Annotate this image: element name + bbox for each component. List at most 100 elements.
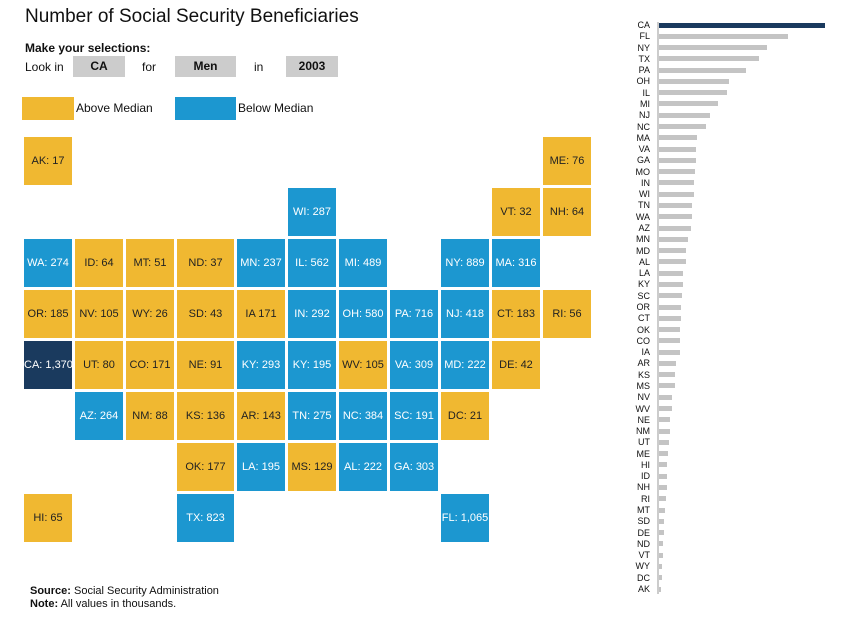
state-tile[interactable]: KY: 195	[288, 341, 336, 389]
bar-me[interactable]	[659, 451, 669, 457]
state-tile[interactable]: NH: 64	[543, 188, 591, 236]
bar-oh[interactable]	[659, 78, 730, 84]
state-select[interactable]: CA	[73, 56, 125, 77]
bar-ct[interactable]	[659, 315, 682, 321]
state-tile[interactable]: OH: 580	[339, 290, 387, 338]
bar-nd[interactable]	[659, 541, 664, 547]
state-tile[interactable]: MT: 51	[126, 239, 174, 287]
bar-fl[interactable]	[659, 33, 789, 39]
bar-sc[interactable]	[659, 293, 683, 299]
bar-mi[interactable]	[659, 101, 719, 107]
bar-ne[interactable]	[659, 417, 671, 423]
bar-nc[interactable]	[659, 124, 706, 130]
state-tile[interactable]: DE: 42	[492, 341, 540, 389]
year-select[interactable]: 2003	[286, 56, 338, 77]
state-tile[interactable]: MD: 222	[441, 341, 489, 389]
state-tile[interactable]: TN: 275	[288, 392, 336, 440]
state-tile[interactable]: LA: 195	[237, 443, 285, 491]
state-tile[interactable]: IL: 562	[288, 239, 336, 287]
bar-wi[interactable]	[659, 191, 694, 197]
state-tile[interactable]: MI: 489	[339, 239, 387, 287]
bar-dc[interactable]	[659, 575, 662, 581]
bar-va[interactable]	[659, 146, 697, 152]
state-tile[interactable]: MS: 129	[288, 443, 336, 491]
bar-tx[interactable]	[659, 56, 759, 62]
state-tile[interactable]: ID: 64	[75, 239, 123, 287]
state-tile[interactable]: OR: 185	[24, 290, 72, 338]
bar-il[interactable]	[659, 90, 728, 96]
bar-nv[interactable]	[659, 394, 672, 400]
bar-wa[interactable]	[659, 214, 693, 220]
bar-ma[interactable]	[659, 135, 698, 141]
bar-ca[interactable]	[659, 22, 825, 28]
state-tile[interactable]: IN: 292	[288, 290, 336, 338]
state-tile[interactable]: WV: 105	[339, 341, 387, 389]
state-tile[interactable]: WY: 26	[126, 290, 174, 338]
bar-mn[interactable]	[659, 236, 688, 242]
state-tile[interactable]: AR: 143	[237, 392, 285, 440]
bar-vt[interactable]	[659, 552, 663, 558]
bar-ks[interactable]	[659, 372, 676, 378]
state-tile[interactable]: DC: 21	[441, 392, 489, 440]
state-tile[interactable]: ND: 37	[177, 239, 234, 287]
bar-wv[interactable]	[659, 406, 672, 412]
bar-ak[interactable]	[659, 586, 662, 592]
bar-id[interactable]	[659, 473, 667, 479]
state-tile[interactable]: WA: 274	[24, 239, 72, 287]
state-tile[interactable]: IA 171	[237, 290, 285, 338]
bar-wy[interactable]	[659, 563, 663, 569]
bar-ms[interactable]	[659, 383, 675, 389]
bar-co[interactable]	[659, 338, 680, 344]
state-tile[interactable]: NY: 889	[441, 239, 489, 287]
state-tile[interactable]: HI: 65	[24, 494, 72, 542]
state-tile[interactable]: CA: 1,370	[24, 341, 73, 389]
state-tile[interactable]: PA: 716	[390, 290, 438, 338]
bar-ut[interactable]	[659, 439, 669, 445]
state-tile[interactable]: VT: 32	[492, 188, 540, 236]
bar-ar[interactable]	[659, 360, 677, 366]
state-tile[interactable]: UT: 80	[75, 341, 123, 389]
bar-or[interactable]	[659, 304, 682, 310]
state-tile[interactable]: SD: 43	[177, 290, 234, 338]
state-tile[interactable]: NC: 384	[339, 392, 387, 440]
state-tile[interactable]: MA: 316	[492, 239, 540, 287]
state-tile[interactable]: GA: 303	[390, 443, 438, 491]
bar-sd[interactable]	[659, 518, 665, 524]
bar-md[interactable]	[659, 248, 686, 254]
state-tile[interactable]: AL: 222	[339, 443, 387, 491]
state-tile[interactable]: KY: 293	[237, 341, 285, 389]
state-tile[interactable]: SC: 191	[390, 392, 438, 440]
state-tile[interactable]: AK: 17	[24, 137, 72, 185]
state-tile[interactable]: NJ: 418	[441, 290, 489, 338]
bar-nm[interactable]	[659, 428, 670, 434]
state-tile[interactable]: OK: 177	[177, 443, 234, 491]
bar-ga[interactable]	[659, 157, 696, 163]
bar-mt[interactable]	[659, 507, 666, 513]
state-tile[interactable]: WI: 287	[288, 188, 336, 236]
bar-az[interactable]	[659, 225, 691, 231]
state-tile[interactable]: VA: 309	[390, 341, 438, 389]
bar-ky[interactable]	[659, 281, 683, 287]
group-select[interactable]: Men	[175, 56, 236, 77]
state-tile[interactable]: TX: 823	[177, 494, 234, 542]
bar-al[interactable]	[659, 259, 686, 265]
state-tile[interactable]: RI: 56	[543, 290, 591, 338]
bar-nh[interactable]	[659, 484, 667, 490]
state-tile[interactable]: NM: 88	[126, 392, 174, 440]
bar-tn[interactable]	[659, 202, 693, 208]
state-tile[interactable]: NV: 105	[75, 290, 123, 338]
bar-la[interactable]	[659, 270, 683, 276]
state-tile[interactable]: FL: 1,065	[441, 494, 489, 542]
bar-ok[interactable]	[659, 327, 681, 333]
state-tile[interactable]: CT: 183	[492, 290, 540, 338]
state-tile[interactable]: NE: 91	[177, 341, 234, 389]
state-tile[interactable]: KS: 136	[177, 392, 234, 440]
bar-ri[interactable]	[659, 496, 666, 502]
state-tile[interactable]: AZ: 264	[75, 392, 123, 440]
bar-ia[interactable]	[659, 349, 680, 355]
bar-nj[interactable]	[659, 112, 710, 118]
bar-de[interactable]	[659, 530, 665, 536]
state-tile[interactable]: MN: 237	[237, 239, 285, 287]
bar-mo[interactable]	[659, 169, 695, 175]
state-tile[interactable]: ME: 76	[543, 137, 591, 185]
